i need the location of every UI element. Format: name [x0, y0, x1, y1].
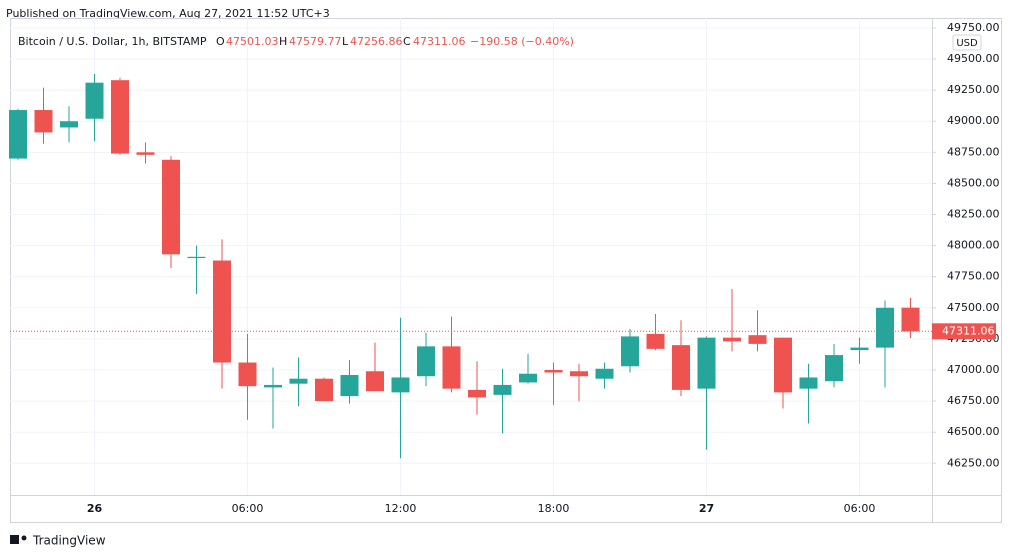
close-label: C	[403, 35, 411, 48]
candle-body	[723, 337, 741, 342]
brand-logo	[10, 535, 27, 544]
candle-body	[60, 121, 78, 128]
y-tick-label: 47000.00	[947, 363, 1000, 376]
candle-body	[825, 355, 843, 382]
y-tick-label: 48000.00	[947, 239, 1000, 252]
candle-body	[289, 378, 308, 384]
candle-body	[621, 336, 639, 367]
close-value: 47311.06	[413, 35, 466, 48]
candle-body	[876, 307, 894, 348]
low-label: L	[342, 35, 349, 48]
candle-body	[646, 333, 665, 349]
x-tick-label: 06:00	[232, 502, 264, 515]
candle-body	[136, 152, 155, 155]
candle-body	[493, 384, 512, 395]
y-tick-label: 48250.00	[947, 208, 1000, 221]
brand-name: TradingView	[32, 534, 106, 548]
x-tick-label: 26	[87, 502, 103, 515]
change-value: −190.58 (−0.40%)	[470, 35, 574, 48]
currency-box	[952, 34, 982, 51]
candle-body	[340, 374, 359, 397]
candle-body	[264, 384, 282, 388]
y-tick-label: 47750.00	[947, 270, 1000, 283]
candle-body	[442, 346, 461, 389]
candle-body	[315, 378, 333, 402]
chart-frame	[10, 18, 1002, 523]
candle-body	[519, 373, 537, 383]
x-tick-label: 18:00	[538, 502, 570, 515]
candle-body	[366, 371, 384, 392]
y-tick-label: 46500.00	[947, 425, 1000, 438]
published-note: Published on TradingView.com, Aug 27, 20…	[6, 7, 330, 20]
candle-body	[9, 110, 27, 159]
high-value: 47579.77	[289, 35, 342, 48]
y-tick-label: 49500.00	[947, 52, 1000, 65]
candle-body	[850, 347, 869, 351]
candle-body	[187, 256, 206, 259]
currency-label: USD	[956, 38, 978, 49]
candle-body	[570, 371, 588, 377]
y-tick-label: 49750.00	[947, 21, 1000, 34]
candle-body	[111, 80, 129, 154]
open-label: O	[216, 35, 225, 48]
x-tick-label: 27	[699, 502, 714, 515]
x-tick-label: 12:00	[385, 502, 417, 515]
candle-body	[417, 346, 435, 377]
open-value: 47501.03	[226, 35, 279, 48]
candle-body	[774, 337, 792, 393]
candle-body	[901, 307, 920, 332]
high-label: H	[279, 35, 287, 48]
y-tick-label: 46750.00	[947, 394, 1000, 407]
candle-body	[391, 377, 410, 393]
candle-body	[544, 369, 563, 373]
candle-body	[34, 110, 53, 133]
y-tick-label: 49000.00	[947, 114, 1000, 127]
candle-body	[672, 345, 690, 390]
x-tick-label: 06:00	[844, 502, 876, 515]
low-value: 47256.86	[350, 35, 403, 48]
chart-title: Bitcoin / U.S. Dollar, 1h, BITSTAMP	[18, 35, 207, 48]
candle-body	[748, 335, 767, 344]
candle-body	[162, 159, 180, 255]
candle-body	[238, 362, 257, 387]
candle-body	[799, 377, 818, 389]
last-price-label: 47311.06	[942, 324, 995, 337]
candle-body	[213, 260, 231, 363]
y-tick-label: 48750.00	[947, 145, 1000, 158]
candle-body	[85, 82, 104, 119]
y-tick-label: 48500.00	[947, 176, 1000, 189]
candles	[9, 73, 920, 459]
candle-body	[468, 389, 486, 398]
y-tick-label: 47500.00	[947, 301, 1000, 314]
y-tick-label: 49250.00	[947, 83, 1000, 96]
last-price-box	[932, 323, 996, 340]
y-tick-label: 46250.00	[947, 456, 1000, 469]
candle-body	[595, 368, 614, 379]
candle-body	[697, 337, 716, 389]
